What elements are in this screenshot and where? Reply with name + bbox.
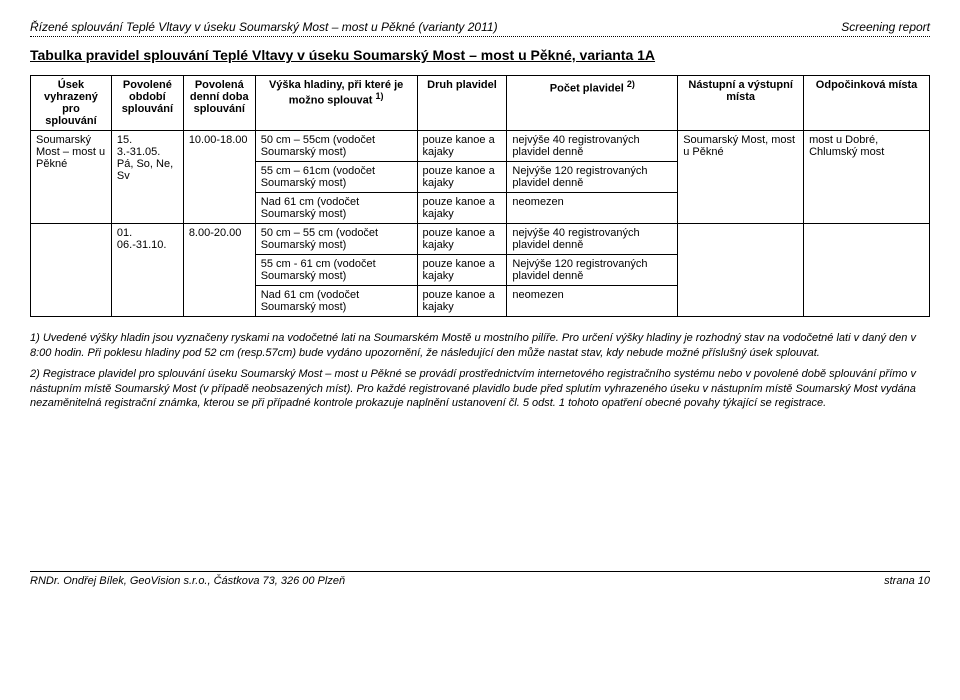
cell-doba: 8.00-20.00 (183, 224, 255, 317)
cell-pocet: Nejvýše 120 registrovaných plavidel denn… (507, 162, 678, 193)
note-1: 1) Uvedené výšky hladin jsou vyznačeny r… (30, 331, 930, 361)
col-nastup: Nástupní a výstupní místa (678, 76, 804, 131)
cell-obdobi: 01. 06.-31.10. (111, 224, 183, 317)
header-left: Řízené splouvání Teplé Vltavy v úseku So… (30, 20, 498, 34)
cell-vyska: 55 cm - 61 cm (vodočet Soumarský most) (255, 255, 417, 286)
col-doba: Povolená denní doba splouvání (183, 76, 255, 131)
cell-druh: pouze kanoe a kajaky (417, 286, 507, 317)
cell-doba: 10.00-18.00 (183, 131, 255, 224)
rules-table: Úsek vyhrazený pro splouvání Povolené ob… (30, 75, 930, 317)
col-usek: Úsek vyhrazený pro splouvání (31, 76, 112, 131)
cell-vyska: 55 cm – 61cm (vodočet Soumarský most) (255, 162, 417, 193)
table-row: 01. 06.-31.10. 8.00-20.00 50 cm – 55 cm … (31, 224, 930, 255)
cell-pocet: neomezen (507, 193, 678, 224)
cell-odpo-empty (804, 224, 930, 317)
cell-vyska: Nad 61 cm (vodočet Soumarský most) (255, 286, 417, 317)
cell-nastup-empty (678, 224, 804, 317)
col-vyska: Výška hladiny, při které je možno splouv… (255, 76, 417, 131)
cell-nastup: Soumarský Most, most u Pěkné (678, 131, 804, 224)
cell-obdobi: 15. 3.-31.05. Pá, So, Ne, Sv (111, 131, 183, 224)
cell-pocet: nejvýše 40 registrovaných plavidel denně (507, 131, 678, 162)
table-row: Soumarský Most – most u Pěkné 15. 3.-31.… (31, 131, 930, 162)
page-title: Tabulka pravidel splouvání Teplé Vltavy … (30, 47, 930, 63)
col-pocet: Počet plavidel 2) (507, 76, 678, 131)
cell-druh: pouze kanoe a kajaky (417, 193, 507, 224)
cell-vyska: 50 cm – 55cm (vodočet Soumarský most) (255, 131, 417, 162)
cell-druh: pouze kanoe a kajaky (417, 162, 507, 193)
footer-left: RNDr. Ondřej Bílek, GeoVision s.r.o., Čá… (30, 575, 345, 587)
note-2: 2) Registrace plavidel pro splouvání úse… (30, 367, 930, 412)
footer-right: strana 10 (884, 575, 930, 587)
col-odpo: Odpočinková místa (804, 76, 930, 131)
col-druh: Druh plavidel (417, 76, 507, 131)
cell-pocet: neomezen (507, 286, 678, 317)
cell-druh: pouze kanoe a kajaky (417, 224, 507, 255)
cell-druh: pouze kanoe a kajaky (417, 131, 507, 162)
cell-pocet: nejvýše 40 registrovaných plavidel denně (507, 224, 678, 255)
cell-vyska: 50 cm – 55 cm (vodočet Soumarský most) (255, 224, 417, 255)
cell-usek: Soumarský Most – most u Pěkné (31, 131, 112, 224)
notes-section: 1) Uvedené výšky hladin jsou vyznačeny r… (30, 331, 930, 411)
cell-druh: pouze kanoe a kajaky (417, 255, 507, 286)
cell-usek-empty (31, 224, 112, 317)
cell-vyska: Nad 61 cm (vodočet Soumarský most) (255, 193, 417, 224)
cell-pocet: Nejvýše 120 registrovaných plavidel denn… (507, 255, 678, 286)
cell-odpo: most u Dobré, Chlumský most (804, 131, 930, 224)
col-obdobi: Povolené období splouvání (111, 76, 183, 131)
header-right: Screening report (841, 20, 930, 34)
